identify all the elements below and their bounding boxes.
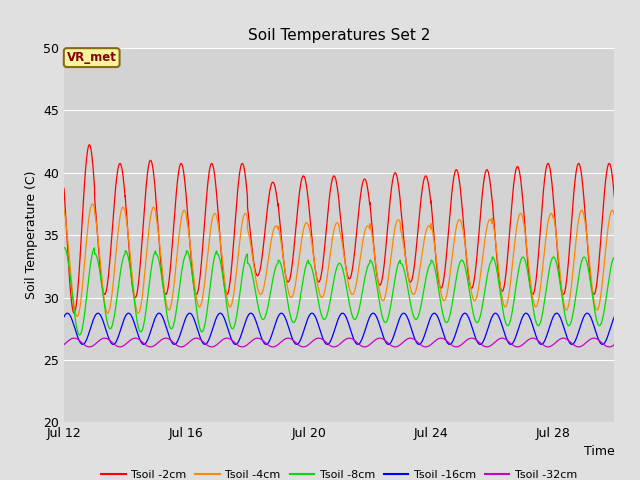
Line: Tsoil -8cm: Tsoil -8cm: [64, 248, 614, 335]
Tsoil -16cm: [492, 311, 499, 316]
Tsoil -8cm: [60, 245, 68, 251]
Tsoil -32cm: [276, 340, 284, 346]
Tsoil -16cm: [500, 328, 508, 334]
Tsoil -4cm: [515, 214, 523, 219]
Tsoil -2cm: [70, 310, 78, 316]
Tsoil -8cm: [276, 261, 284, 266]
Tsoil -4cm: [500, 302, 508, 308]
Tsoil -16cm: [611, 314, 618, 320]
Tsoil -32cm: [611, 342, 618, 348]
Tsoil -2cm: [515, 166, 523, 172]
Tsoil -8cm: [473, 320, 481, 325]
Legend: Tsoil -2cm, Tsoil -4cm, Tsoil -8cm, Tsoil -16cm, Tsoil -32cm: Tsoil -2cm, Tsoil -4cm, Tsoil -8cm, Tsoi…: [97, 466, 582, 480]
Tsoil -2cm: [276, 227, 284, 232]
Tsoil -32cm: [515, 344, 523, 349]
Y-axis label: Soil Temperature (C): Soil Temperature (C): [24, 171, 38, 300]
Tsoil -4cm: [495, 265, 502, 271]
Tsoil -32cm: [495, 336, 502, 342]
Tsoil -2cm: [611, 194, 618, 200]
Tsoil -8cm: [495, 277, 502, 283]
Tsoil -8cm: [76, 332, 83, 338]
Tsoil -4cm: [473, 293, 481, 299]
Tsoil -16cm: [292, 341, 300, 347]
Tsoil -32cm: [60, 342, 68, 348]
Tsoil -32cm: [269, 344, 276, 350]
Tsoil -16cm: [473, 338, 481, 344]
Tsoil -4cm: [88, 201, 96, 207]
Tsoil -16cm: [515, 324, 523, 330]
Tsoil -16cm: [276, 311, 284, 316]
Tsoil -4cm: [292, 278, 300, 284]
Tsoil -4cm: [611, 212, 618, 218]
Line: Tsoil -4cm: Tsoil -4cm: [64, 204, 614, 316]
Tsoil -4cm: [60, 206, 68, 212]
Tsoil -16cm: [507, 341, 515, 347]
Tsoil -2cm: [495, 271, 502, 277]
Tsoil -32cm: [292, 340, 300, 346]
Line: Tsoil -2cm: Tsoil -2cm: [64, 145, 614, 313]
Tsoil -16cm: [495, 313, 502, 319]
Tsoil -32cm: [284, 336, 292, 341]
Tsoil -8cm: [611, 254, 618, 260]
Text: Time: Time: [584, 445, 614, 458]
Tsoil -8cm: [60, 245, 68, 251]
Line: Tsoil -32cm: Tsoil -32cm: [64, 338, 614, 347]
Title: Soil Temperatures Set 2: Soil Temperatures Set 2: [248, 28, 430, 43]
Tsoil -32cm: [473, 338, 481, 344]
Tsoil -2cm: [60, 185, 68, 191]
Tsoil -2cm: [292, 225, 300, 230]
Tsoil -2cm: [473, 252, 481, 257]
Tsoil -16cm: [60, 314, 68, 320]
Line: Tsoil -16cm: Tsoil -16cm: [64, 313, 614, 344]
Text: VR_met: VR_met: [67, 51, 116, 64]
Tsoil -8cm: [292, 316, 300, 322]
Tsoil -2cm: [86, 142, 93, 148]
Tsoil -8cm: [500, 312, 508, 318]
Tsoil -8cm: [515, 266, 523, 272]
Tsoil -32cm: [500, 336, 508, 341]
Tsoil -2cm: [500, 285, 508, 291]
Tsoil -4cm: [74, 313, 81, 319]
Tsoil -4cm: [276, 236, 284, 241]
